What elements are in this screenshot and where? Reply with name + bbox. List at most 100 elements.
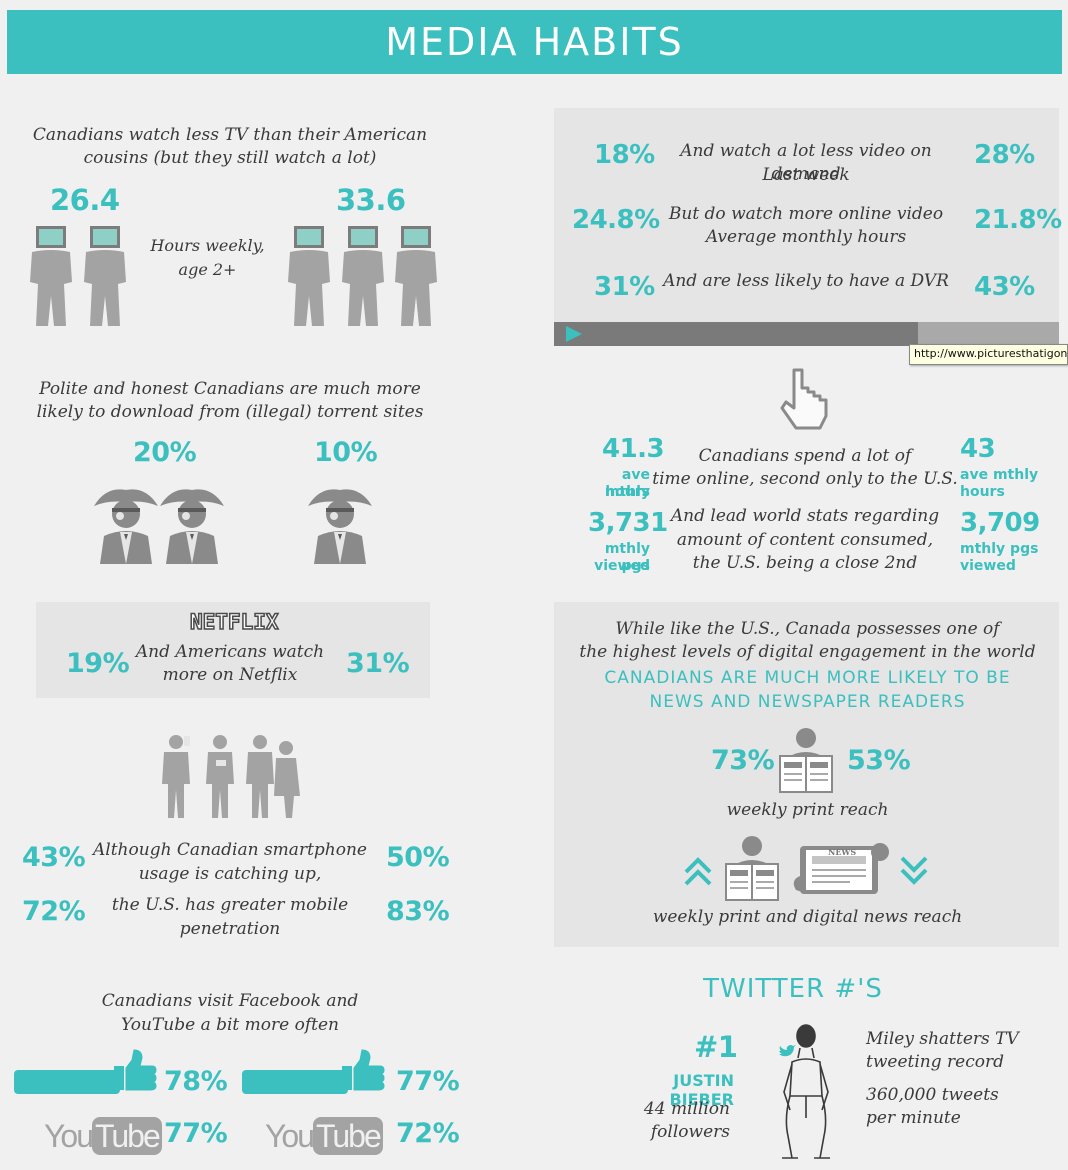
news-highlight-1: CANADIANS ARE MUCH MORE LIKELY TO BE bbox=[604, 668, 1011, 688]
tv-middle-label-1: Hours weekly, bbox=[150, 236, 265, 255]
facebook-canada-value: 78% bbox=[164, 1066, 228, 1097]
online-left-caption-3: mthly pgs bbox=[604, 541, 650, 574]
miley-text-2: tweeting record bbox=[866, 1052, 1004, 1072]
youtube-logo-you: You bbox=[44, 1117, 94, 1154]
tweets-text-2: per minute bbox=[866, 1108, 961, 1128]
vod-text-2: Last week bbox=[762, 165, 850, 185]
youtube-logo-tube: Tube bbox=[313, 1117, 383, 1155]
online-right-hours: 43 bbox=[960, 434, 996, 464]
tv-person-icon bbox=[84, 226, 126, 326]
tv-person-icon bbox=[395, 226, 437, 326]
netflix-text-1: And Americans watch bbox=[135, 642, 325, 662]
online-video-right-value: 21.8% bbox=[974, 205, 1062, 235]
twitter-name: JUSTIN BIEBER bbox=[669, 1071, 734, 1109]
miley-text-1: Miley shatters TV bbox=[866, 1029, 1019, 1049]
facebook-bar-us bbox=[242, 1070, 348, 1094]
online-right-pages: 3,709 bbox=[960, 508, 1040, 538]
tv-person-icon bbox=[342, 226, 384, 326]
page-title: MEDIA HABITS bbox=[385, 20, 684, 64]
like-thumb-icon bbox=[341, 1049, 385, 1091]
torrent-us-value: 10% bbox=[314, 437, 378, 468]
youtube-logo-tube: Tube bbox=[92, 1117, 162, 1155]
mobile-canada-smartphone: 43% bbox=[22, 842, 86, 873]
dvr-right-value: 43% bbox=[974, 272, 1035, 302]
social-heading-2: YouTube a bit more often bbox=[121, 1015, 339, 1035]
video-progress-fill bbox=[554, 322, 918, 346]
online-text-2: time online, second only to the U.S. bbox=[652, 469, 958, 489]
online-right-caption-2: hours bbox=[960, 484, 1005, 500]
online-left-hours: 41.3 bbox=[602, 434, 665, 464]
mobile-canada-penetration: 72% bbox=[22, 896, 86, 927]
dvr-left-value: 31% bbox=[594, 272, 655, 302]
tv-us-value: 33.6 bbox=[336, 183, 406, 217]
vod-left-value: 18% bbox=[594, 140, 655, 170]
twitter-heading: TWITTER #'S bbox=[703, 974, 883, 1004]
mobile-us-smartphone: 50% bbox=[386, 842, 450, 873]
netflix-text-2: more on Netflix bbox=[162, 665, 298, 685]
twitter-bird-icon bbox=[779, 1045, 796, 1057]
news-print-label: weekly print reach bbox=[726, 800, 889, 820]
video-progress-track[interactable] bbox=[554, 322, 1059, 346]
url-tooltip: http://www.picturesthatigone bbox=[909, 344, 1068, 365]
twitter-followers-1: 44 million bbox=[643, 1099, 730, 1119]
online-right-caption-4: viewed bbox=[960, 558, 1016, 574]
online-left-caption-4: viewed bbox=[594, 558, 650, 574]
online-text-3: And lead world stats regarding bbox=[670, 506, 940, 526]
netflix-logo: NETFLIX bbox=[189, 609, 279, 635]
youtube-us-value: 72% bbox=[396, 1118, 460, 1149]
news-us-value: 53% bbox=[847, 745, 911, 776]
news-heading-1: While like the U.S., Canada possesses on… bbox=[615, 619, 1000, 639]
youtube-canada-value: 77% bbox=[164, 1118, 228, 1149]
torrent-heading-1: Polite and honest Canadians are much mor… bbox=[39, 379, 421, 399]
smartphone-users-icon bbox=[162, 735, 300, 818]
online-video-text-2: Average monthly hours bbox=[705, 227, 907, 247]
youtube-logo: You Tube bbox=[265, 1116, 383, 1156]
tv-heading: Canadians watch less TV than their Ameri… bbox=[32, 125, 428, 168]
news-digital-label: weekly print and digital news reach bbox=[652, 907, 963, 927]
netflix-canada-value: 19% bbox=[66, 648, 130, 679]
pirate-icon bbox=[160, 489, 224, 564]
online-video-text-1: But do watch more online video bbox=[668, 204, 944, 224]
like-thumb-icon bbox=[113, 1049, 157, 1091]
netflix-panel bbox=[36, 602, 430, 698]
facebook-bar-canada bbox=[14, 1070, 120, 1094]
twitter-followers-2: followers bbox=[650, 1122, 730, 1142]
youtube-logo: You Tube bbox=[44, 1116, 162, 1156]
pirate-icon bbox=[308, 489, 372, 564]
miley-illustration bbox=[782, 1024, 830, 1159]
online-video-left-value: 24.8% bbox=[572, 205, 660, 235]
twitter-rank: #1 bbox=[694, 1030, 738, 1064]
mobile-us-penetration: 83% bbox=[386, 896, 450, 927]
mobile-text-4: penetration bbox=[179, 919, 281, 939]
play-icon[interactable] bbox=[566, 326, 584, 344]
pirate-icon bbox=[94, 489, 158, 564]
mobile-text-2: usage is catching up, bbox=[138, 864, 322, 884]
online-text-4: amount of content consumed, bbox=[676, 530, 934, 550]
online-left-caption-1: ave mthly bbox=[604, 467, 650, 500]
header-banner: MEDIA HABITS bbox=[7, 10, 1062, 74]
tweets-text-1: 360,000 tweets bbox=[866, 1085, 999, 1105]
social-heading-1: Canadians visit Facebook and bbox=[101, 991, 359, 1011]
tv-person-icon bbox=[288, 226, 330, 326]
tv-middle-label-2: age 2+ bbox=[178, 260, 237, 279]
video-panel bbox=[554, 108, 1059, 346]
facebook-us-value: 77% bbox=[396, 1066, 460, 1097]
online-text-1: Canadians spend a lot of bbox=[698, 446, 912, 466]
tablet-news-label: NEWS bbox=[828, 847, 857, 857]
mobile-text-3: the U.S. has greater mobile bbox=[111, 895, 349, 915]
tv-person-icon bbox=[30, 226, 72, 326]
dvr-text: And are less likely to have a DVR bbox=[663, 271, 949, 291]
vod-text-1: And watch a lot less video on demand bbox=[680, 141, 932, 184]
netflix-us-value: 31% bbox=[346, 648, 410, 679]
news-highlight-2: NEWS AND NEWSPAPER READERS bbox=[649, 692, 966, 712]
news-heading-2: the highest levels of digital engagement… bbox=[579, 642, 1036, 662]
tv-canada-value: 26.4 bbox=[50, 183, 120, 217]
vod-right-value: 28% bbox=[974, 140, 1035, 170]
online-left-caption-2: hours bbox=[605, 484, 650, 500]
youtube-logo-you: You bbox=[265, 1117, 315, 1154]
online-right-caption-1: ave mthly bbox=[960, 467, 1039, 483]
online-text-5: the U.S. being a close 2nd bbox=[692, 553, 918, 573]
mobile-text-1: Although Canadian smartphone bbox=[93, 840, 367, 860]
online-right-caption-3: mthly pgs bbox=[960, 541, 1039, 557]
hand-cursor-icon bbox=[780, 368, 828, 430]
